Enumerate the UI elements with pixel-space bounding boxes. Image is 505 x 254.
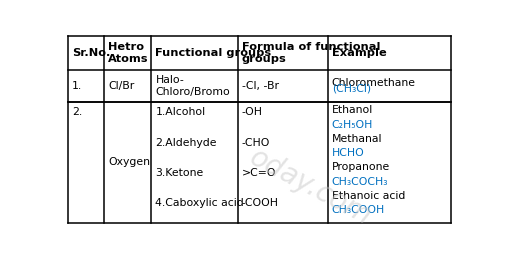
Text: Sr.No.: Sr.No. <box>72 48 110 58</box>
Text: Ethanoic acid: Ethanoic acid <box>331 191 405 201</box>
Text: Methanal: Methanal <box>331 134 382 144</box>
Text: HCHO: HCHO <box>331 148 364 158</box>
Text: Cl/Br: Cl/Br <box>108 81 134 91</box>
Text: Chloromethane: Chloromethane <box>331 77 415 88</box>
Text: (CH₃Cl): (CH₃Cl) <box>331 84 370 94</box>
Text: CH₃COCH₃: CH₃COCH₃ <box>331 177 388 187</box>
Text: 3.Ketone: 3.Ketone <box>155 168 203 178</box>
Text: Propanone: Propanone <box>331 163 389 172</box>
Text: Functional groups: Functional groups <box>155 48 271 58</box>
Text: Hetro
Atoms: Hetro Atoms <box>108 42 148 64</box>
Text: >C=O: >C=O <box>241 168 276 178</box>
Text: -COOH: -COOH <box>241 198 278 209</box>
Text: Ethanol: Ethanol <box>331 105 372 115</box>
Text: Oxygen: Oxygen <box>108 157 150 167</box>
Text: Example: Example <box>331 48 386 58</box>
Text: 2.Aldehyde: 2.Aldehyde <box>155 138 217 148</box>
Text: CH₃COOH: CH₃COOH <box>331 205 384 215</box>
Text: 4.Caboxylic acid: 4.Caboxylic acid <box>155 198 244 209</box>
Text: 1.Alcohol: 1.Alcohol <box>155 107 205 118</box>
Text: -Cl, -Br: -Cl, -Br <box>241 81 278 91</box>
Text: -OH: -OH <box>241 107 262 118</box>
Text: Formula of functional
groups: Formula of functional groups <box>241 42 379 64</box>
Text: -CHO: -CHO <box>241 138 270 148</box>
Text: 1.: 1. <box>72 81 82 91</box>
Text: oday.com: oday.com <box>244 143 375 231</box>
Text: Halo-
Chloro/Bromo: Halo- Chloro/Bromo <box>155 75 230 97</box>
Text: C₂H₅OH: C₂H₅OH <box>331 120 373 130</box>
Text: 2.: 2. <box>72 107 82 117</box>
